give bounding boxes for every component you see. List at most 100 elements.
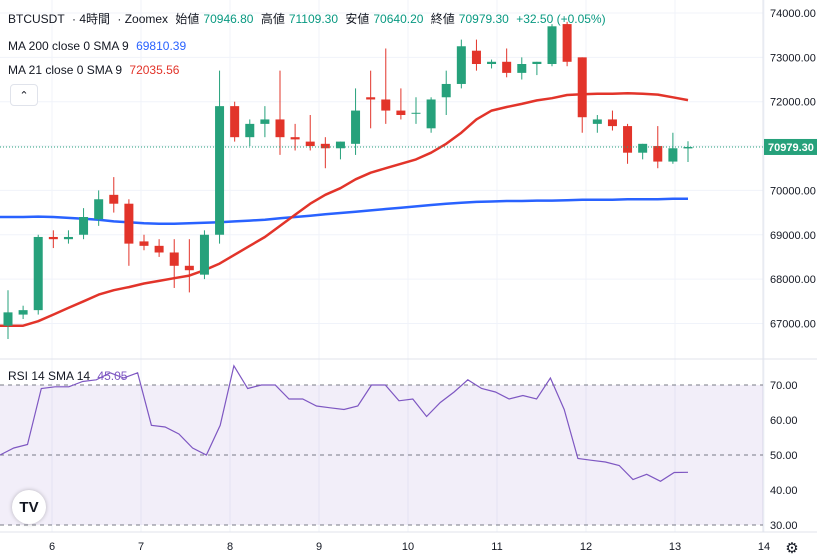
rsi-label: RSI 14 SMA 14 (8, 369, 91, 383)
candle-body (290, 137, 300, 140)
candle-body (3, 312, 13, 326)
rsi-tick-label: 50.00 (770, 450, 798, 462)
settings-glyph: ⚙ (785, 540, 799, 557)
candle (124, 199, 134, 266)
candle (471, 39, 481, 71)
ma200-legend[interactable]: MA 200 close 0 SMA 9 69810.39 (8, 39, 190, 53)
candle-body (94, 199, 104, 220)
ma21-label: MA 21 close 0 SMA 9 (8, 63, 123, 77)
candle (245, 119, 255, 147)
ma21-legend[interactable]: MA 21 close 0 SMA 9 72035.56 (8, 63, 183, 77)
price-tick-label: 74000.00 (770, 8, 816, 20)
candle-body (547, 26, 557, 65)
ma200-label: MA 200 close 0 SMA 9 (8, 39, 129, 53)
candle (63, 230, 73, 244)
candle (638, 143, 648, 160)
price-tick-label: 70000.00 (770, 185, 816, 197)
rsi-line (0, 364, 689, 482)
candle (79, 208, 89, 240)
candle-body (33, 236, 43, 311)
candle (139, 234, 149, 251)
candle-body (577, 57, 587, 118)
x-tick-label: 6 (49, 541, 55, 553)
interval-label[interactable]: · 4時間 (72, 12, 111, 26)
candle (502, 48, 512, 78)
candle (411, 97, 421, 124)
candle (366, 70, 376, 129)
candle-body (396, 110, 406, 116)
candle (381, 48, 391, 124)
candle (275, 70, 285, 155)
collapse-legend-button[interactable]: ⌃ (10, 84, 38, 106)
candle-body (668, 148, 678, 162)
candle-body (562, 24, 572, 62)
candle (426, 97, 436, 133)
candle (320, 137, 330, 169)
candle (668, 132, 678, 164)
candle-body (351, 110, 361, 144)
x-tick-label: 9 (316, 541, 322, 553)
candle-body (260, 119, 270, 124)
candle-body (653, 146, 663, 162)
rsi-tick-label: 60.00 (770, 415, 798, 427)
rsi-tick-label: 70.00 (770, 380, 798, 392)
candle (230, 101, 240, 142)
last-price-tag (764, 138, 817, 155)
candle-body (199, 234, 209, 275)
candle (683, 141, 693, 163)
candle-body (230, 106, 240, 138)
candle (396, 88, 406, 120)
rsi-legend[interactable]: RSI 14 SMA 14 45.05 (8, 369, 131, 383)
low-value: 70640.20 (373, 12, 424, 26)
candle-body (366, 97, 376, 100)
candle (290, 123, 300, 151)
tradingview-logo-icon[interactable]: TV (12, 490, 46, 524)
price-tick-label: 67000.00 (770, 318, 816, 330)
candle (109, 177, 119, 213)
ma21-value: 72035.56 (129, 63, 180, 77)
candle-body (607, 119, 617, 127)
low-label: 安値 (345, 12, 370, 26)
candle-body (169, 252, 179, 266)
candle (94, 190, 104, 226)
candle (48, 230, 58, 249)
candle-body (441, 83, 451, 98)
candle-body (154, 245, 164, 253)
candle (532, 61, 542, 76)
candle-body (623, 126, 633, 153)
candle (456, 39, 466, 89)
price-tick-label: 73000.00 (770, 52, 816, 64)
candle (305, 115, 315, 151)
symbol-name[interactable]: BTCUSDT (8, 12, 65, 26)
candle (623, 123, 633, 164)
change-value: +32.50 (+0.05%) (516, 12, 606, 26)
open-value: 70946.80 (203, 12, 254, 26)
candle-body (335, 141, 345, 149)
candle-body (532, 61, 542, 65)
gear-icon[interactable]: ⚙ (783, 539, 801, 557)
x-tick-label: 13 (669, 541, 681, 553)
rsi-value: 45.05 (97, 369, 128, 383)
last-price-label: 70979.30 (768, 142, 814, 154)
x-tick-label: 8 (227, 541, 233, 553)
high-value: 71109.30 (288, 12, 339, 26)
candle (577, 57, 587, 133)
candle (260, 106, 270, 138)
candle-body (305, 141, 315, 147)
candle (592, 115, 602, 133)
candle (184, 239, 194, 293)
x-tick-label: 11 (491, 541, 502, 553)
candle (335, 141, 345, 160)
candle (547, 24, 557, 67)
candle (607, 110, 617, 131)
candle (215, 70, 225, 244)
close-value: 70979.30 (458, 12, 509, 26)
candle-body (517, 64, 527, 73)
exchange-label: · Zoomex (117, 12, 169, 26)
candle (199, 230, 209, 280)
candle-body (184, 265, 194, 271)
price-tick-label: 69000.00 (770, 230, 816, 242)
open-label: 始値 (175, 12, 200, 26)
